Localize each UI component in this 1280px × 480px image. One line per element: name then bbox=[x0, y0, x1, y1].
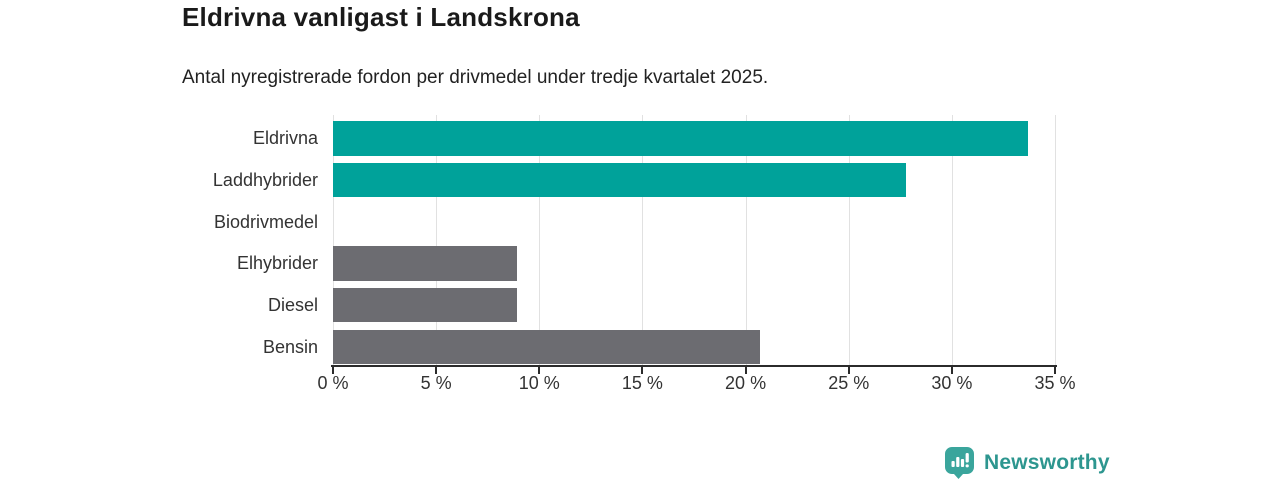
bar-bensin bbox=[333, 329, 760, 365]
bar-eldrivna bbox=[333, 121, 1029, 156]
chart-row: Diesel bbox=[268, 287, 1055, 323]
x-tick-label: 10 % bbox=[518, 373, 560, 393]
gridline bbox=[436, 115, 438, 365]
gridline bbox=[539, 115, 541, 365]
category-label: Eldrivna bbox=[252, 128, 318, 149]
category-label: Laddhybrider bbox=[212, 169, 318, 190]
gridline bbox=[745, 115, 747, 365]
x-tick-mark bbox=[950, 367, 953, 374]
gridline bbox=[1055, 115, 1056, 365]
category-label: Bensin bbox=[262, 336, 318, 357]
chart-row: Bensin bbox=[263, 329, 1055, 365]
x-tick-label: 25 % bbox=[828, 373, 870, 393]
gridline bbox=[951, 115, 953, 365]
x-tick-label: 20 % bbox=[725, 373, 767, 393]
x-tick-label: 5 % bbox=[420, 373, 452, 393]
x-tick-label: 30 % bbox=[931, 373, 973, 393]
chart-row: Eldrivna bbox=[253, 121, 1055, 156]
x-tick-label: 0 % bbox=[317, 373, 349, 393]
gridline bbox=[848, 115, 850, 365]
newsworthy-logo-text: Newsworthy bbox=[984, 450, 1110, 474]
chart-row: Biodrivmedel bbox=[214, 205, 1055, 239]
x-axis-line bbox=[331, 365, 1057, 367]
x-tick-mark bbox=[538, 367, 541, 374]
x-tick-label: 15 % bbox=[621, 373, 663, 393]
x-tick-mark bbox=[744, 367, 747, 374]
x-tick-label: 35 % bbox=[1034, 373, 1076, 393]
bar-diesel bbox=[333, 287, 517, 323]
chart-row: Laddhybrider bbox=[213, 162, 1055, 198]
bar-laddhybrider bbox=[333, 162, 907, 198]
newsworthy-logo-link[interactable]: Newsworthy bbox=[944, 446, 1110, 479]
x-tick-mark bbox=[332, 367, 334, 374]
category-label: Biodrivmedel bbox=[213, 211, 318, 232]
bar-elhybrider bbox=[333, 246, 517, 281]
bar-chart-plot-area: Eldrivna Laddhybrider Biodrivmedel Elhybrid… bbox=[213, 115, 1076, 393]
x-tick-mark bbox=[641, 367, 644, 374]
x-tick-mark bbox=[847, 367, 850, 374]
x-tick-mark bbox=[435, 367, 438, 374]
x-tick-mark bbox=[1054, 367, 1056, 374]
gridline bbox=[642, 115, 644, 365]
chart-title: Eldrivna vanligast i Landskrona bbox=[182, 2, 580, 32]
category-label: Elhybrider bbox=[236, 253, 318, 274]
gridline bbox=[333, 115, 334, 365]
newsworthy-logo-icon bbox=[944, 446, 975, 479]
category-label: Diesel bbox=[267, 294, 318, 315]
chart-subtitle: Antal nyregistrerade fordon per drivmede… bbox=[182, 67, 769, 88]
chart-row: Elhybrider bbox=[237, 246, 1055, 281]
